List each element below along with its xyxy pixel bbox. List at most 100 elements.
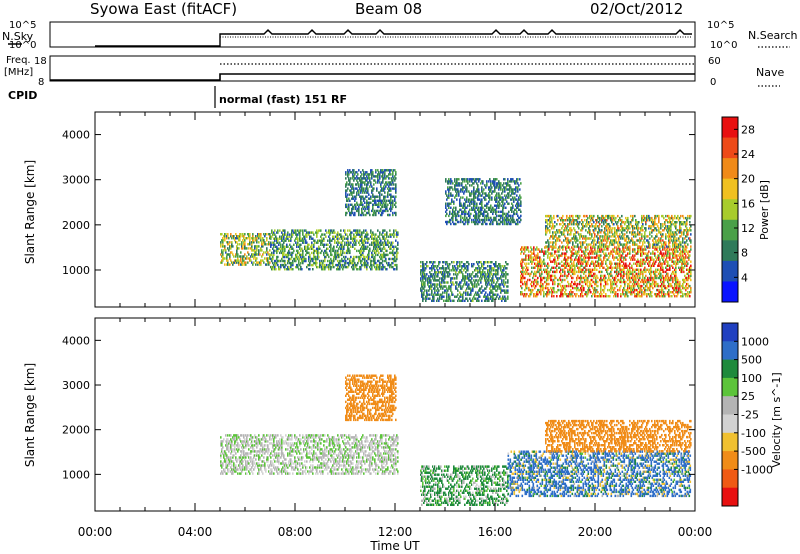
echo-cell xyxy=(299,233,301,236)
echo-cell xyxy=(337,268,339,271)
echo-cell xyxy=(374,209,376,213)
echo-cell xyxy=(488,196,490,199)
echo-cell xyxy=(462,299,464,302)
echo-cell xyxy=(239,233,241,236)
echo-cell xyxy=(297,257,299,261)
echo-cell xyxy=(466,269,468,272)
echo-cell xyxy=(340,235,342,238)
echo-cell xyxy=(337,235,339,238)
echo-cell xyxy=(374,259,376,263)
echo-cell xyxy=(276,251,278,255)
echo-cell xyxy=(459,261,461,264)
echo-cell xyxy=(302,231,304,234)
echo-cell xyxy=(484,271,486,274)
echo-cell xyxy=(430,279,432,282)
echo-cell xyxy=(394,259,396,263)
echo-cell xyxy=(387,191,389,194)
echo-cell xyxy=(361,187,363,190)
echo-cell xyxy=(585,250,587,253)
echo-cell xyxy=(366,235,368,238)
echo-cell xyxy=(479,178,481,181)
echo-cell xyxy=(502,275,504,278)
echo-cell xyxy=(270,241,272,244)
echo-cell xyxy=(383,237,385,240)
echo-cell xyxy=(369,265,371,269)
echo-cell xyxy=(306,241,308,244)
echo-cell xyxy=(268,241,270,244)
echo-cell xyxy=(385,201,387,204)
echo-cell xyxy=(341,241,343,244)
echo-cell xyxy=(342,237,344,240)
echo-cell xyxy=(372,193,374,196)
echo-cell xyxy=(380,261,382,265)
echo-cell xyxy=(347,251,349,255)
echo-cell xyxy=(579,258,581,261)
echo-cell xyxy=(564,270,566,274)
echo-cell xyxy=(467,178,469,181)
echo-cell xyxy=(487,214,489,218)
echo-cell xyxy=(228,263,230,266)
echo-cell xyxy=(471,200,473,203)
echo-cell xyxy=(396,255,398,259)
echo-cell xyxy=(384,233,386,236)
echo-cell xyxy=(435,293,437,296)
echo-cell xyxy=(465,289,467,292)
echo-cell xyxy=(474,275,476,278)
echo-cell xyxy=(352,169,354,172)
echo-cell xyxy=(244,253,246,256)
echo-cell xyxy=(373,213,375,217)
echo-cell xyxy=(316,251,318,255)
echo-cell xyxy=(288,257,290,261)
echo-cell xyxy=(491,299,493,302)
echo-cell xyxy=(341,257,343,261)
echo-cell xyxy=(328,263,330,267)
echo-cell xyxy=(339,265,341,269)
echo-cell xyxy=(360,185,362,188)
echo-cell xyxy=(486,297,488,300)
echo-cell xyxy=(556,291,558,294)
echo-cell xyxy=(228,243,230,246)
echo-cell xyxy=(433,293,435,296)
echo-cell xyxy=(226,255,228,258)
echo-cell xyxy=(490,182,492,185)
echo-cell xyxy=(486,222,488,226)
echo-cell xyxy=(295,255,297,259)
echo-cell xyxy=(517,186,519,189)
echo-cell xyxy=(424,277,426,280)
echo-cell xyxy=(385,181,387,184)
echo-cell xyxy=(366,199,368,202)
echo-cell xyxy=(555,246,557,249)
echo-cell xyxy=(294,239,296,242)
echo-cell xyxy=(383,177,385,180)
echo-cell xyxy=(336,241,338,244)
echo-cell xyxy=(553,266,555,269)
echo-cell xyxy=(345,183,347,186)
echo-cell xyxy=(251,243,253,246)
echo-cell xyxy=(254,249,256,252)
echo-cell xyxy=(359,239,361,242)
echo-cell xyxy=(274,261,276,265)
echo-cell xyxy=(485,291,487,294)
echo-cell xyxy=(445,190,447,193)
echo-cell xyxy=(249,235,251,238)
echo-cell xyxy=(252,263,254,266)
echo-cell xyxy=(371,185,373,188)
echo-cell xyxy=(600,282,602,286)
echo-cell xyxy=(437,279,439,282)
echo-cell xyxy=(280,249,282,253)
echo-cell xyxy=(435,279,437,282)
echo-cell xyxy=(376,268,378,271)
echo-cell xyxy=(295,237,297,240)
echo-cell xyxy=(645,274,647,278)
echo-cell xyxy=(278,259,280,263)
echo-cell xyxy=(617,264,619,267)
echo-cell xyxy=(475,178,477,181)
echo-cell xyxy=(462,277,464,280)
echo-cell xyxy=(230,245,232,248)
echo-cell xyxy=(306,233,308,236)
echo-cell xyxy=(244,247,246,250)
echo-cell xyxy=(503,273,505,276)
echo-cell xyxy=(490,222,492,226)
echo-cell xyxy=(387,183,389,186)
echo-cell xyxy=(291,268,293,271)
